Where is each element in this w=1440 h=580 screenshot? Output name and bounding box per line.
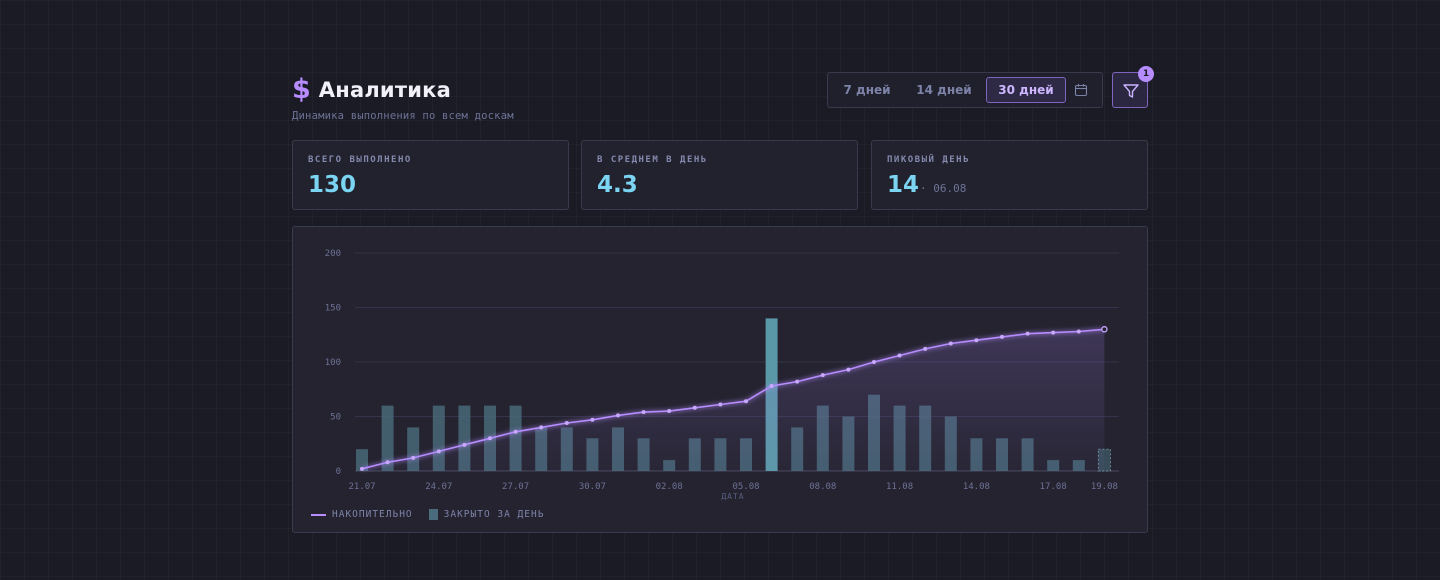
- bar: [356, 449, 368, 471]
- dollar-icon: $: [292, 74, 311, 105]
- cumulative-point: [718, 402, 723, 407]
- x-tick-label: 27.07: [502, 482, 529, 492]
- x-tick-label: 14.08: [963, 482, 990, 492]
- stat-value: 130: [308, 172, 357, 198]
- date-range-selector: 7 дней 14 дней 30 дней: [827, 72, 1103, 108]
- y-tick-label: 150: [325, 304, 341, 314]
- page-subtitle: Динамика выполнения по всем доскам: [292, 110, 514, 122]
- cumulative-point: [590, 417, 595, 422]
- bar: [381, 405, 394, 471]
- cumulative-point: [667, 409, 672, 414]
- cumulative-point: [411, 455, 416, 460]
- x-tick-label: 11.08: [886, 482, 913, 492]
- stat-average-per-day: В СРЕДНЕМ В ДЕНЬ 4.3: [581, 140, 858, 210]
- cumulative-point: [641, 410, 646, 415]
- stat-value: 4.3: [597, 172, 638, 198]
- filter-badge: 1: [1138, 66, 1154, 82]
- stats-row: ВСЕГО ВЫПОЛНЕНО 130 В СРЕДНЕМ В ДЕНЬ 4.3…: [292, 140, 1148, 210]
- stat-total-completed: ВСЕГО ВЫПОЛНЕНО 130: [292, 140, 569, 210]
- cumulative-point: [744, 399, 748, 404]
- y-tick-label: 200: [325, 249, 341, 259]
- y-tick-label: 0: [336, 467, 341, 477]
- cumulative-point: [923, 346, 928, 351]
- x-tick-label: 05.08: [732, 482, 759, 492]
- cumulative-point: [462, 442, 467, 447]
- cumulative-point: [820, 373, 825, 378]
- legend-cumulative: НАКОПИТЕЛЬНО: [332, 509, 413, 520]
- y-tick-label: 50: [330, 413, 341, 423]
- cumulative-point: [488, 436, 492, 441]
- chart-legend: НАКОПИТЕЛЬНО ЗАКРЫТО ЗА ДЕНЬ: [311, 509, 544, 520]
- cumulative-point: [1076, 329, 1081, 334]
- x-tick-label: 30.07: [579, 482, 606, 492]
- title-row: $ Аналитика: [292, 76, 451, 104]
- stat-label: ПИКОВЫЙ ДЕНЬ: [887, 155, 971, 165]
- x-tick-label: 02.08: [656, 482, 683, 492]
- cumulative-point: [564, 421, 569, 426]
- x-tick-label: 24.07: [425, 482, 452, 492]
- range-30-days-button[interactable]: 30 дней: [986, 77, 1066, 103]
- range-7-days-button[interactable]: 7 дней: [843, 83, 891, 97]
- x-tick-label: 19.08: [1091, 482, 1118, 492]
- header: $ Аналитика Динамика выполнения по всем …: [292, 66, 1154, 140]
- cumulative-point: [385, 460, 390, 465]
- legend-bar-swatch: [428, 509, 438, 520]
- range-14-days-button[interactable]: 14 дней: [916, 83, 972, 97]
- stat-label: В СРЕДНЕМ В ДЕНЬ: [597, 155, 708, 165]
- cumulative-point: [360, 466, 364, 471]
- cumulative-point: [948, 341, 953, 346]
- cumulative-point: [769, 383, 774, 388]
- cumulative-point: [1051, 330, 1056, 335]
- cumulative-point: [539, 425, 544, 430]
- cumulative-point-last: [1101, 326, 1108, 333]
- filter-icon: [1123, 84, 1139, 98]
- x-tick-label: 08.08: [809, 482, 836, 492]
- cumulative-point: [795, 379, 800, 384]
- x-tick-label: 21.07: [348, 482, 375, 492]
- cumulative-point: [974, 338, 979, 343]
- legend-closed-per-day: ЗАКРЫТО ЗА ДЕНЬ: [443, 509, 545, 520]
- completion-chart: 0 50 100 150 200 21.07 24.07 27.07 30.07 02.08 05.…: [292, 226, 1148, 533]
- calendar-icon[interactable]: [1074, 83, 1088, 97]
- cumulative-point: [846, 367, 851, 372]
- cumulative-point: [897, 353, 902, 358]
- stat-label: ВСЕГО ВЫПОЛНЕНО: [308, 155, 412, 165]
- cumulative-point: [692, 405, 697, 410]
- cumulative-point: [436, 449, 441, 454]
- cumulative-point: [872, 360, 876, 364]
- page-title: Аналитика: [318, 78, 451, 102]
- x-axis-label: ДАТА: [721, 492, 744, 501]
- stat-peak-day: ПИКОВЫЙ ДЕНЬ 14 · 06.08: [871, 140, 1148, 210]
- cumulative-line: [361, 328, 1105, 470]
- analytics-panel: $ Аналитика Динамика выполнения по всем …: [292, 66, 1154, 533]
- y-tick-label: 100: [325, 358, 341, 368]
- legend-line-swatch: [311, 513, 326, 516]
- cumulative-point: [616, 413, 620, 418]
- cumulative-point: [1025, 331, 1030, 336]
- cumulative-point: [513, 429, 518, 434]
- cumulative-point: [1000, 334, 1004, 339]
- cumulative-area: [362, 329, 1105, 471]
- chart-svg: 0 50 100 150 200 21.07 24.07 27.07 30.07 02.08 05.…: [325, 249, 1119, 501]
- x-tick-label: 17.08: [1040, 482, 1067, 492]
- stat-value: 14: [887, 172, 920, 198]
- stat-peak-date: · 06.08: [920, 182, 967, 195]
